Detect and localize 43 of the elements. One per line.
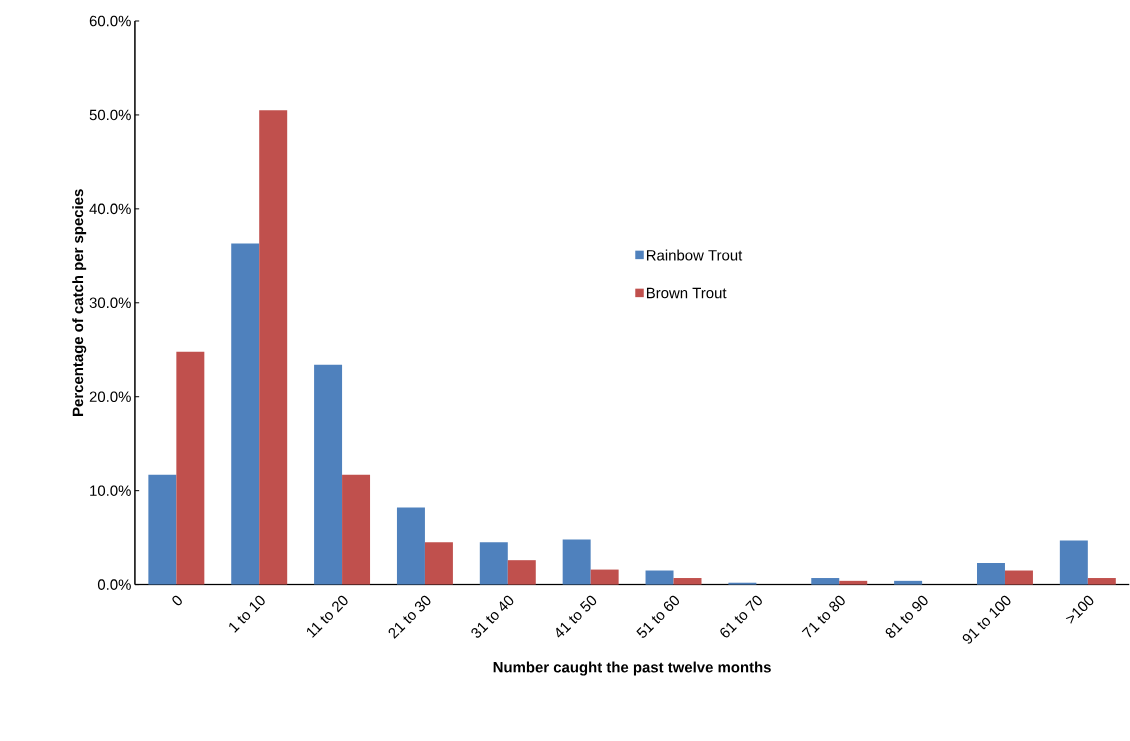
bar	[342, 474, 371, 585]
y-tick-label: 40.0%	[89, 203, 131, 215]
y-tick-label: 10.0%	[90, 485, 131, 497]
bar	[562, 539, 591, 585]
y-axis-title: Percentage of catch per species	[72, 189, 87, 417]
bar	[259, 110, 288, 585]
bar	[424, 542, 453, 585]
bar	[314, 365, 343, 585]
x-tick-label: 91 to 100	[962, 595, 1011, 644]
y-tick-label: 0.0%	[97, 579, 131, 591]
x-tick-label: 11 to 20	[306, 595, 348, 639]
x-tick-label: 51 to 60	[636, 595, 680, 639]
bar	[1087, 578, 1116, 585]
bar	[673, 578, 702, 585]
bar	[894, 581, 923, 585]
y-tick-label: 50.0%	[89, 109, 131, 121]
x-tick-label: 21 to 30	[388, 595, 431, 640]
bar	[590, 569, 619, 585]
bar	[1059, 540, 1088, 585]
bar	[231, 243, 260, 585]
x-tick-label: 71 to 80	[801, 595, 845, 638]
legend-label: Brown Trout	[646, 288, 727, 299]
y-tick-label: 30.0%	[89, 297, 131, 309]
bar	[396, 507, 425, 585]
y-tick-label: 20.0%	[89, 391, 131, 403]
bar	[507, 560, 536, 585]
bar	[479, 542, 508, 585]
bar	[976, 563, 1005, 585]
bar	[839, 581, 868, 585]
x-tick-label: 41 to 50	[556, 595, 597, 638]
x-tick-label: 31 to 40	[471, 595, 514, 639]
y-tick-label: 60.0%	[89, 15, 131, 27]
bar	[811, 578, 840, 585]
bar	[148, 474, 177, 585]
x-tick-label: 81 to 90	[885, 595, 928, 639]
bar	[176, 351, 205, 585]
bar	[645, 570, 674, 585]
x-tick-label: 1 to 10	[229, 595, 265, 633]
bar	[1004, 570, 1033, 585]
x-tick-label: 0	[172, 595, 182, 606]
x-tick-label: 61 to 70	[720, 595, 762, 638]
legend-label: Rainbow Trout	[646, 249, 743, 261]
x-axis-title: Number caught the past twelve months	[493, 661, 771, 676]
